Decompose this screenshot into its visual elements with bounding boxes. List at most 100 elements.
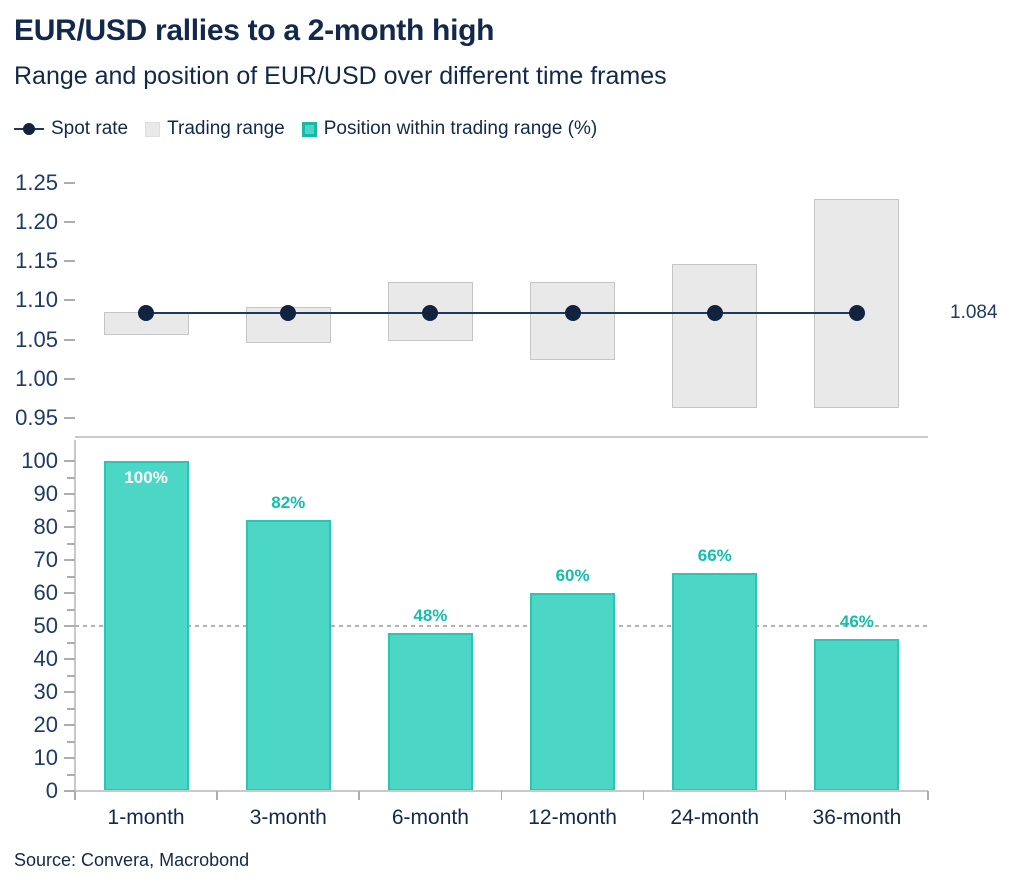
p1-x-axis-line xyxy=(75,436,928,438)
legend: Spot rate Trading range Position within … xyxy=(14,118,597,140)
spot-rate-line xyxy=(146,312,857,315)
p2-y-tick-mark xyxy=(67,509,75,512)
spot-dot-24-month xyxy=(706,305,723,322)
p1-y-tick-label: 1.05 xyxy=(15,326,58,352)
p2-y-tick-mark xyxy=(64,460,75,462)
x-category-label-24-month: 24-month xyxy=(670,806,760,829)
p2-x-tick-mark xyxy=(642,791,645,800)
x-category-label-6-month: 6-month xyxy=(391,806,469,829)
p2-y-tick-label: 10 xyxy=(33,745,58,770)
bar-value-label-24-month: 66% xyxy=(697,546,732,566)
p2-y-tick-mark xyxy=(67,575,75,578)
x-category-label-36-month: 36-month xyxy=(812,806,902,829)
p1-y-tick-label: 0.95 xyxy=(15,404,58,430)
bar-value-label-6-month: 48% xyxy=(413,605,448,625)
p2-y-tick-mark xyxy=(67,641,75,644)
p2-y-tick-mark xyxy=(67,476,75,479)
bar-3-month xyxy=(245,520,331,791)
p2-x-tick-mark xyxy=(74,791,76,800)
bar-value-label-3-month: 82% xyxy=(271,493,306,513)
p2-x-tick-mark xyxy=(927,791,929,800)
legend-label-position: Position within trading range (%) xyxy=(323,118,598,139)
p1-y-tick-label: 1.00 xyxy=(15,365,58,391)
legend-label-spot-rate: Spot rate xyxy=(51,118,129,139)
p2-y-tick-label: 60 xyxy=(33,580,58,605)
bar-6-month xyxy=(387,632,473,791)
spot-dot-6-month xyxy=(422,305,439,322)
p2-x-axis-line xyxy=(75,790,928,792)
legend-item-position: Position within trading range (%) xyxy=(301,118,598,140)
p2-x-tick-mark xyxy=(500,791,502,800)
p1-y-tick-label: 1.15 xyxy=(15,248,58,274)
p1-y-tick-label: 1.20 xyxy=(15,209,58,235)
x-category-label-1-month: 1-month xyxy=(107,806,185,829)
p2-y-axis-line xyxy=(74,440,76,791)
p1-y-tick-label: 1.25 xyxy=(15,170,58,195)
p2-y-tick-label: 80 xyxy=(33,514,58,539)
bar-24-month xyxy=(672,573,758,791)
p2-y-tick-mark xyxy=(67,542,75,545)
spot-dot-12-month xyxy=(564,305,581,322)
p2-x-tick-mark xyxy=(358,791,360,800)
p2-y-tick-label: 90 xyxy=(33,481,58,506)
p2-y-tick-mark xyxy=(64,658,75,660)
legend-item-spot-rate: Spot rate xyxy=(14,118,128,140)
p2-y-tick-mark xyxy=(64,724,75,726)
spot-dot-3-month xyxy=(280,305,297,322)
p2-y-tick-label: 30 xyxy=(33,679,58,704)
chart-title: EUR/USD rallies to a 2-month high xyxy=(14,14,495,47)
p2-y-tick-mark xyxy=(64,592,75,594)
spot-rate-marker-icon xyxy=(14,122,44,136)
p2-y-tick-label: 20 xyxy=(33,712,58,737)
p2-y-tick-mark xyxy=(67,773,75,776)
p2-x-tick-mark xyxy=(784,791,787,800)
p1-y-tick-mark xyxy=(64,416,75,419)
x-category-label-3-month: 3-month xyxy=(249,806,327,829)
spot-dot-36-month xyxy=(848,305,865,322)
spot-end-label: 1.084 xyxy=(950,302,998,324)
p2-y-tick-mark xyxy=(67,674,75,677)
range-box-6-month xyxy=(387,282,473,342)
trading-range-marker-icon xyxy=(145,121,161,137)
p2-y-tick-label: 100 xyxy=(21,448,58,473)
bar-value-label-36-month: 46% xyxy=(839,612,874,632)
p2-y-tick-mark xyxy=(64,691,75,693)
p1-y-tick-mark xyxy=(64,260,75,263)
p1-y-tick-label: 1.10 xyxy=(15,287,58,313)
p2-y-tick-mark xyxy=(67,740,75,743)
p2-y-tick-mark xyxy=(64,526,75,528)
p2-y-tick-label: 50 xyxy=(33,613,58,638)
p1-y-tick-mark xyxy=(64,299,75,302)
spot-dot-1-month xyxy=(138,305,155,322)
p2-y-tick-mark xyxy=(64,757,75,759)
chart-subtitle: Range and position of EUR/USD over diffe… xyxy=(14,62,667,90)
p2-y-tick-mark xyxy=(64,493,75,495)
p2-y-tick-mark xyxy=(67,608,75,611)
p2-y-tick-mark xyxy=(64,559,75,561)
legend-item-trading-range: Trading range xyxy=(145,118,285,140)
position-marker-icon xyxy=(301,121,317,137)
p2-y-tick-mark xyxy=(64,625,75,627)
bar-value-label-1-month: 100% xyxy=(124,468,168,487)
p2-y-tick-mark xyxy=(64,790,75,792)
p2-y-tick-mark xyxy=(67,707,75,710)
p2-y-tick-label: 0 xyxy=(45,778,58,803)
x-category-label-12-month: 12-month xyxy=(528,806,617,829)
source-note: Source: Convera, Macrobond xyxy=(14,850,250,870)
bar-12-month xyxy=(530,593,616,791)
p1-y-tick-mark xyxy=(64,221,75,224)
p2-y-tick-label: 40 xyxy=(33,646,58,671)
bar-value-label-12-month: 60% xyxy=(555,566,590,585)
fifty-percent-reference-line xyxy=(75,625,928,627)
p2-x-tick-mark xyxy=(216,791,218,800)
legend-label-trading-range: Trading range xyxy=(167,118,285,139)
bar-36-month xyxy=(814,639,900,791)
p1-y-tick-mark xyxy=(64,377,75,380)
p1-y-tick-mark xyxy=(64,182,75,184)
range-box-24-month xyxy=(672,264,758,408)
bar-1-month xyxy=(103,461,189,791)
range-box-36-month xyxy=(814,198,900,408)
p2-y-tick-label: 70 xyxy=(33,547,58,572)
